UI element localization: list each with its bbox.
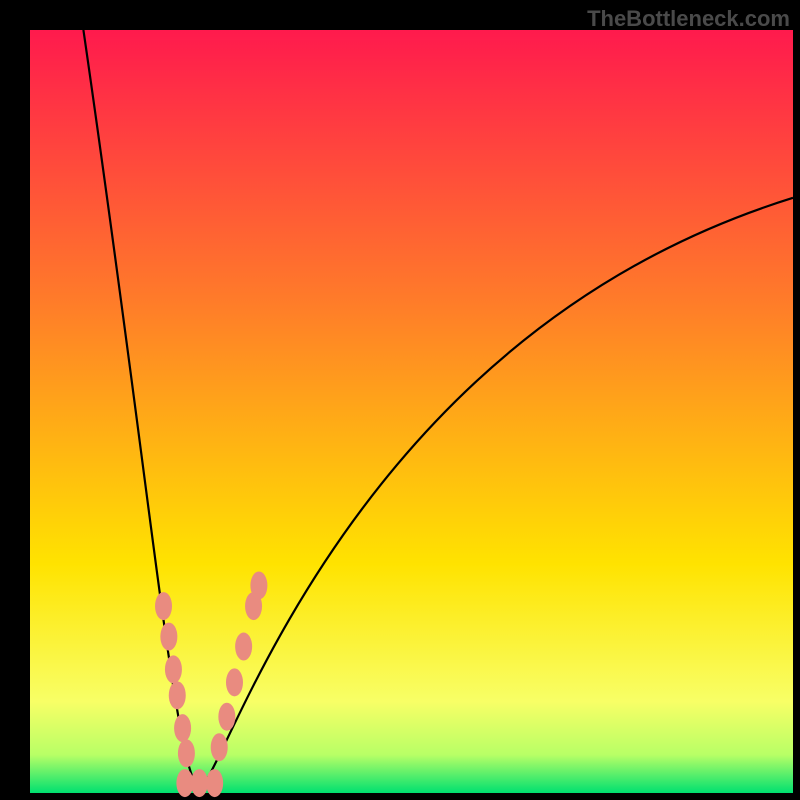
watermark-text: TheBottleneck.com [587, 6, 790, 32]
plot-area [30, 30, 793, 793]
